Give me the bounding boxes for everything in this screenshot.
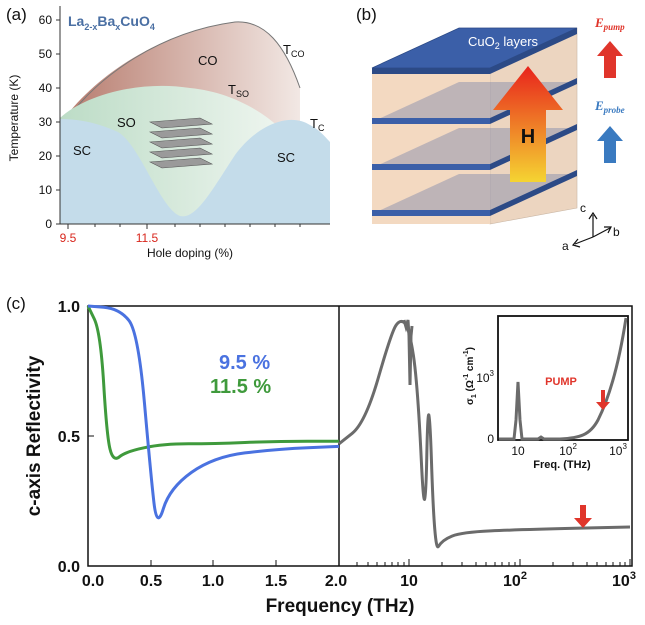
legend-11-5: 11.5 % <box>210 376 271 398</box>
phase-x-axis-title: Hole doping (%) <box>147 246 233 260</box>
refl-ytick-0: 0.0 <box>58 559 80 576</box>
axis-a-label: a <box>562 239 569 253</box>
phase-diagram: 0 10 20 30 40 50 60 9.5 11.5 Hole doping… <box>7 6 330 260</box>
layered-crystal-diagram: H CuO2 layers <box>371 27 578 225</box>
legend-9-5: 9.5 % <box>219 352 270 374</box>
layer-side-1 <box>490 28 577 74</box>
axis-c-label: c <box>580 201 586 215</box>
layer-edge-3 <box>372 164 490 170</box>
panel-c-label: (c) <box>6 294 26 313</box>
phase-x-tick-marks <box>67 224 301 229</box>
probe-field-legend: Eprobe <box>594 98 625 163</box>
series-11-5-line <box>86 305 339 460</box>
top-layer-edge <box>372 68 490 74</box>
refl-y-tick-marks <box>88 305 94 567</box>
sc-region <box>60 119 330 224</box>
h-field-label: H <box>521 126 535 148</box>
crystal-axes-icon <box>571 211 612 248</box>
refl-y-axis-title: c-axis Reflectivity <box>24 355 45 516</box>
phase-xtick-9-5: 9.5 <box>60 231 77 245</box>
refl-xtick-100: 102 <box>503 570 527 590</box>
inset-pump-label: PUMP <box>545 376 577 388</box>
co-label: CO <box>198 53 218 68</box>
refl-xtick-1-0: 1.0 <box>202 573 224 590</box>
phase-ytick-5: 50 <box>39 47 53 61</box>
sc-right-label: SC <box>277 150 295 165</box>
inset-sigma-curve <box>499 317 628 441</box>
cuo2-layers-label: CuO2 layers <box>468 34 539 51</box>
refl-xtick-0-0: 0.0 <box>82 573 104 590</box>
axis-b-label: b <box>613 225 620 239</box>
panel-b-label: (b) <box>356 5 377 24</box>
inset-xtick-10: 10 <box>511 444 525 458</box>
reflectivity-chart: 0.0 0.5 1.0 c-axis Reflectivity 0.0 0.5 … <box>24 299 636 617</box>
series-9-5-line <box>87 304 340 520</box>
phase-ytick-0: 0 <box>45 217 52 231</box>
e-probe-label: Eprobe <box>594 98 625 115</box>
refl-xtick-10: 10 <box>400 573 418 590</box>
so-label: SO <box>117 115 136 130</box>
phase-xtick-11-5: 11.5 <box>136 231 159 245</box>
layer-edge-4 <box>372 210 490 216</box>
conductivity-inset: PUMP 0 103 10 102 103 Freq. (THz) σ1 (Ω-… <box>463 315 629 471</box>
refl-xtick-0-5: 0.5 <box>140 573 162 590</box>
inset-ytick-1000: 103 <box>476 369 494 385</box>
refl-log-x-ticks <box>356 559 631 566</box>
phase-ytick-3: 30 <box>39 115 53 129</box>
t-so-label: TSO <box>228 82 249 99</box>
phase-ytick-2: 20 <box>39 149 53 163</box>
inset-pump-arrow <box>596 390 610 410</box>
layer-edge-2 <box>372 118 490 124</box>
inset-x-axis-title: Freq. (THz) <box>533 459 591 471</box>
e-pump-arrow <box>597 41 623 78</box>
t-c-label: TC <box>310 116 325 133</box>
inner-plate-3 <box>372 174 577 214</box>
refl-x-axis-title: Frequency (THz) <box>266 596 415 617</box>
phase-ytick-6: 60 <box>39 13 53 27</box>
layered-planes-icon <box>148 117 214 169</box>
inset-ytick-0: 0 <box>487 432 494 446</box>
refl-xtick-1000: 103 <box>612 570 636 590</box>
phase-ytick-1: 10 <box>39 183 53 197</box>
phonon-spike-detail <box>402 319 414 386</box>
pump-field-legend: Epump <box>594 15 625 78</box>
phase-ytick-4: 40 <box>39 81 53 95</box>
t-co-curve <box>67 21 301 119</box>
refl-ytick-2: 1.0 <box>58 299 80 316</box>
panel-a-label: (a) <box>6 5 27 24</box>
h-field-arrow <box>493 66 563 182</box>
refl-xtick-1-5: 1.5 <box>265 573 287 590</box>
layer-side-4 <box>490 170 577 216</box>
e-pump-label: Epump <box>594 15 625 32</box>
inset-y-axis-title: σ1 (Ω-1 cm-1) <box>463 347 478 405</box>
refl-linear-x-ticks <box>87 560 340 566</box>
phase-y-tick-marks <box>56 19 60 225</box>
refl-xtick-2-0: 2.0 <box>325 573 347 590</box>
compound-formula: La2-xBaxCuO4 <box>68 13 155 32</box>
main-pump-arrow <box>574 505 592 528</box>
phase-y-axis-title: Temperature (K) <box>7 75 21 162</box>
t-co-label: TCO <box>283 42 304 59</box>
refl-ytick-1: 0.5 <box>58 429 80 446</box>
series-high-frequency-line <box>338 319 631 549</box>
crystal-front-face <box>372 68 490 224</box>
e-probe-arrow <box>597 126 623 163</box>
sc-left-label: SC <box>73 143 91 158</box>
inset-xtick-100: 102 <box>559 442 577 458</box>
inset-xtick-1000: 103 <box>609 442 627 458</box>
